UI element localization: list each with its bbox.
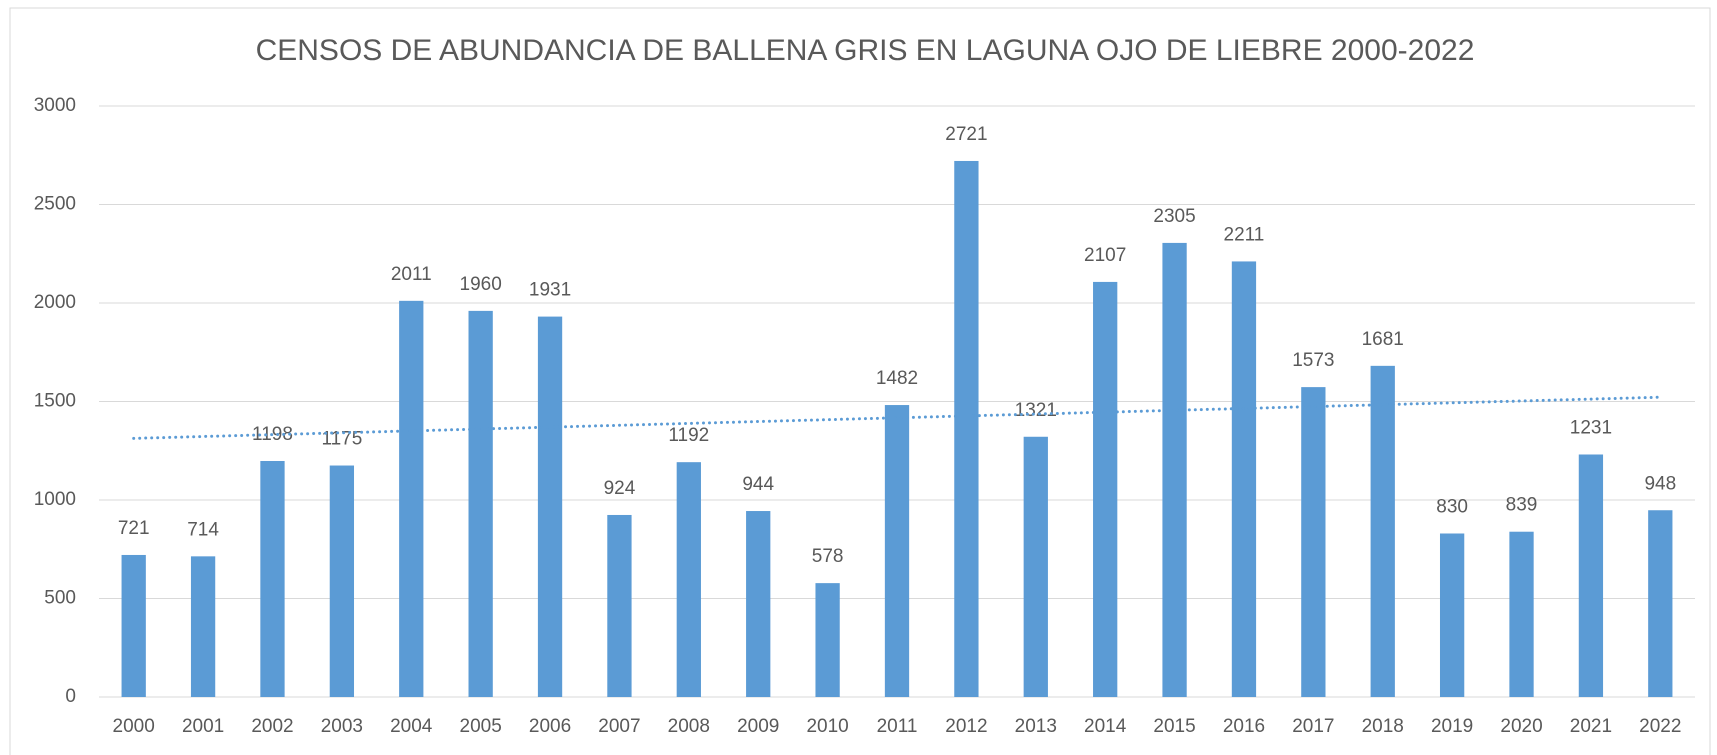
bar [399,300,424,697]
bar [815,583,840,697]
data-label: 721 [118,518,150,539]
bar [1370,365,1395,697]
bar [1162,242,1187,698]
data-label: 578 [812,546,844,567]
bar [676,462,701,697]
bar [1231,261,1257,697]
x-tick-label: 2009 [737,716,779,737]
data-label: 830 [1436,497,1468,518]
data-label: 2305 [1153,206,1195,227]
chart-title: CENSOS DE ABUNDANCIA DE BALLENA GRIS EN … [256,34,1475,67]
x-tick-label: 2010 [806,716,848,737]
x-tick-label: 2012 [945,716,987,737]
x-tick-label: 2020 [1500,716,1542,737]
data-label: 2721 [945,124,987,145]
bar [190,556,216,697]
data-label: 1321 [1015,400,1057,421]
bar [746,511,771,697]
x-tick-label: 2018 [1362,716,1404,737]
x-tick-label: 2000 [113,716,155,737]
x-tick-label: 2016 [1223,716,1265,737]
bar [1648,510,1673,697]
bar [121,554,146,697]
data-label: 2011 [391,264,432,285]
x-tick-label: 2011 [877,716,918,737]
x-tick-label: 2003 [321,716,363,737]
data-label: 2107 [1084,245,1126,266]
y-tick-label: 1000 [34,489,76,510]
x-tick-label: 2007 [598,716,640,737]
bar [1578,454,1604,697]
bar [468,310,493,697]
data-label: 1681 [1362,329,1404,350]
data-label: 1573 [1292,350,1334,371]
x-tick-label: 2005 [460,716,502,737]
bar [1509,531,1534,697]
x-tick-label: 2013 [1015,716,1057,737]
data-label: 714 [187,519,219,540]
data-label: 924 [604,478,636,499]
trendline [132,395,1662,440]
x-tick-label: 2001 [182,716,224,737]
data-label: 944 [742,474,774,495]
x-tick-label: 2022 [1639,716,1681,737]
x-tick-label: 2015 [1153,716,1195,737]
bar [1439,533,1465,697]
y-tick-label: 3000 [34,95,76,116]
y-tick-label: 2500 [34,194,76,215]
bar [1301,387,1326,697]
x-tick-label: 2006 [529,716,571,737]
chart-frame [9,7,1711,755]
bar [260,460,285,697]
x-tick-label: 2017 [1292,716,1334,737]
y-tick-label: 2000 [34,292,76,313]
data-label: 1931 [529,280,571,301]
y-tick-label: 0 [65,686,76,707]
data-label: 1960 [460,274,502,295]
bar [537,316,563,697]
x-tick-label: 2019 [1431,716,1473,737]
bar [1093,281,1118,697]
x-tick-label: 2004 [390,716,433,737]
bar [607,514,632,697]
y-tick-label: 1500 [34,391,76,412]
x-tick-label: 2008 [668,716,710,737]
bar [1023,436,1048,697]
x-tick-label: 2014 [1084,716,1127,737]
y-tick-label: 500 [44,588,76,609]
data-label: 2211 [1224,224,1265,245]
x-tick-label: 2021 [1570,716,1612,737]
data-label: 948 [1644,473,1676,494]
bar [954,160,979,697]
bar [884,405,910,697]
data-label: 1231 [1570,418,1612,439]
x-tick-label: 2002 [251,716,293,737]
data-label: 839 [1506,495,1538,516]
data-label: 1482 [876,368,918,389]
bar [329,465,355,697]
data-label: 1192 [668,425,709,446]
